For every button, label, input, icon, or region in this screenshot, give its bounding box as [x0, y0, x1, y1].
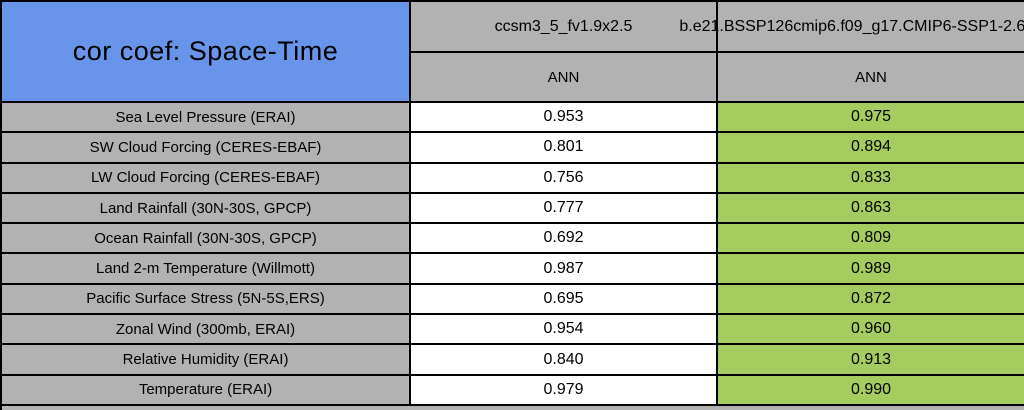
value-cell: 0.833	[716, 161, 1024, 194]
value-cell: 0.756	[409, 161, 718, 194]
next-row-sliver-cell	[0, 403, 1024, 410]
value-cell: 0.801	[409, 131, 718, 164]
model-header-2-label: b.e21.BSSP126cmip6.f09_g17.CMIP6-SSP1-2.…	[679, 17, 1024, 35]
value-cell: 0.913	[716, 343, 1024, 376]
model-header-1: ccsm3_5_fv1.9x2.5	[409, 0, 718, 53]
table-row: Temperature (ERAI) 0.979 0.990	[0, 373, 1024, 406]
value-cell: 0.979	[409, 373, 718, 406]
model-header-2: b.e21.BSSP126cmip6.f09_g17.CMIP6-SSP1-2.…	[679, 0, 1024, 53]
row-label: Pacific Surface Stress (5N-5S,ERS)	[0, 282, 411, 316]
table-row: SW Cloud Forcing (CERES-EBAF) 0.801 0.89…	[0, 131, 1024, 164]
season-header-1: ANN	[409, 51, 718, 103]
table-row: Relative Humidity (ERAI) 0.840 0.913	[0, 343, 1024, 376]
value-cell: 0.990	[716, 373, 1024, 406]
row-label: Temperature (ERAI)	[0, 373, 411, 406]
table-row: LW Cloud Forcing (CERES-EBAF) 0.756 0.83…	[0, 161, 1024, 194]
model-header-2-wrap: b.e21.BSSP126cmip6.f09_g17.CMIP6-SSP1-2.…	[679, 18, 1024, 36]
season-header-2: ANN	[716, 51, 1024, 103]
model-header-1-wrap: ccsm3_5_fv1.9x2.5	[411, 18, 716, 36]
table-row: Land 2-m Temperature (Willmott) 0.987 0.…	[0, 252, 1024, 285]
value-cell: 0.894	[716, 131, 1024, 164]
row-label: Land 2-m Temperature (Willmott)	[0, 252, 411, 285]
table-row: Sea Level Pressure (ERAI) 0.953 0.975	[0, 100, 1024, 134]
value-cell: 0.975	[716, 100, 1024, 134]
table-row: Zonal Wind (300mb, ERAI) 0.954 0.960	[0, 313, 1024, 346]
value-cell: 0.840	[409, 343, 718, 376]
value-cell: 0.954	[409, 313, 718, 346]
row-label: Land Rainfall (30N-30S, GPCP)	[0, 191, 411, 225]
table-row: Pacific Surface Stress (5N-5S,ERS) 0.695…	[0, 282, 1024, 316]
value-cell: 0.692	[409, 222, 718, 255]
value-cell: 0.953	[409, 100, 718, 134]
row-label: SW Cloud Forcing (CERES-EBAF)	[0, 131, 411, 164]
next-row-sliver	[0, 403, 1024, 410]
value-cell: 0.987	[409, 252, 718, 285]
table-title: cor coef: Space-Time	[0, 0, 411, 103]
value-cell: 0.695	[409, 282, 718, 316]
row-label: Relative Humidity (ERAI)	[0, 343, 411, 376]
model-header-row: cor coef: Space-Time ccsm3_5_fv1.9x2.5 b…	[0, 0, 1024, 103]
value-cell: 0.777	[409, 191, 718, 225]
row-label: Ocean Rainfall (30N-30S, GPCP)	[0, 222, 411, 255]
row-label: LW Cloud Forcing (CERES-EBAF)	[0, 161, 411, 194]
row-label: Sea Level Pressure (ERAI)	[0, 100, 411, 134]
row-label: Zonal Wind (300mb, ERAI)	[0, 313, 411, 346]
value-cell: 0.872	[716, 282, 1024, 316]
value-cell: 0.960	[716, 313, 1024, 346]
value-cell: 0.863	[716, 191, 1024, 225]
value-cell: 0.989	[716, 252, 1024, 285]
table-row: Land Rainfall (30N-30S, GPCP) 0.777 0.86…	[0, 191, 1024, 225]
value-cell: 0.809	[716, 222, 1024, 255]
model-header-1-label: ccsm3_5_fv1.9x2.5	[494, 17, 633, 35]
table-row: Ocean Rainfall (30N-30S, GPCP) 0.692 0.8…	[0, 222, 1024, 255]
